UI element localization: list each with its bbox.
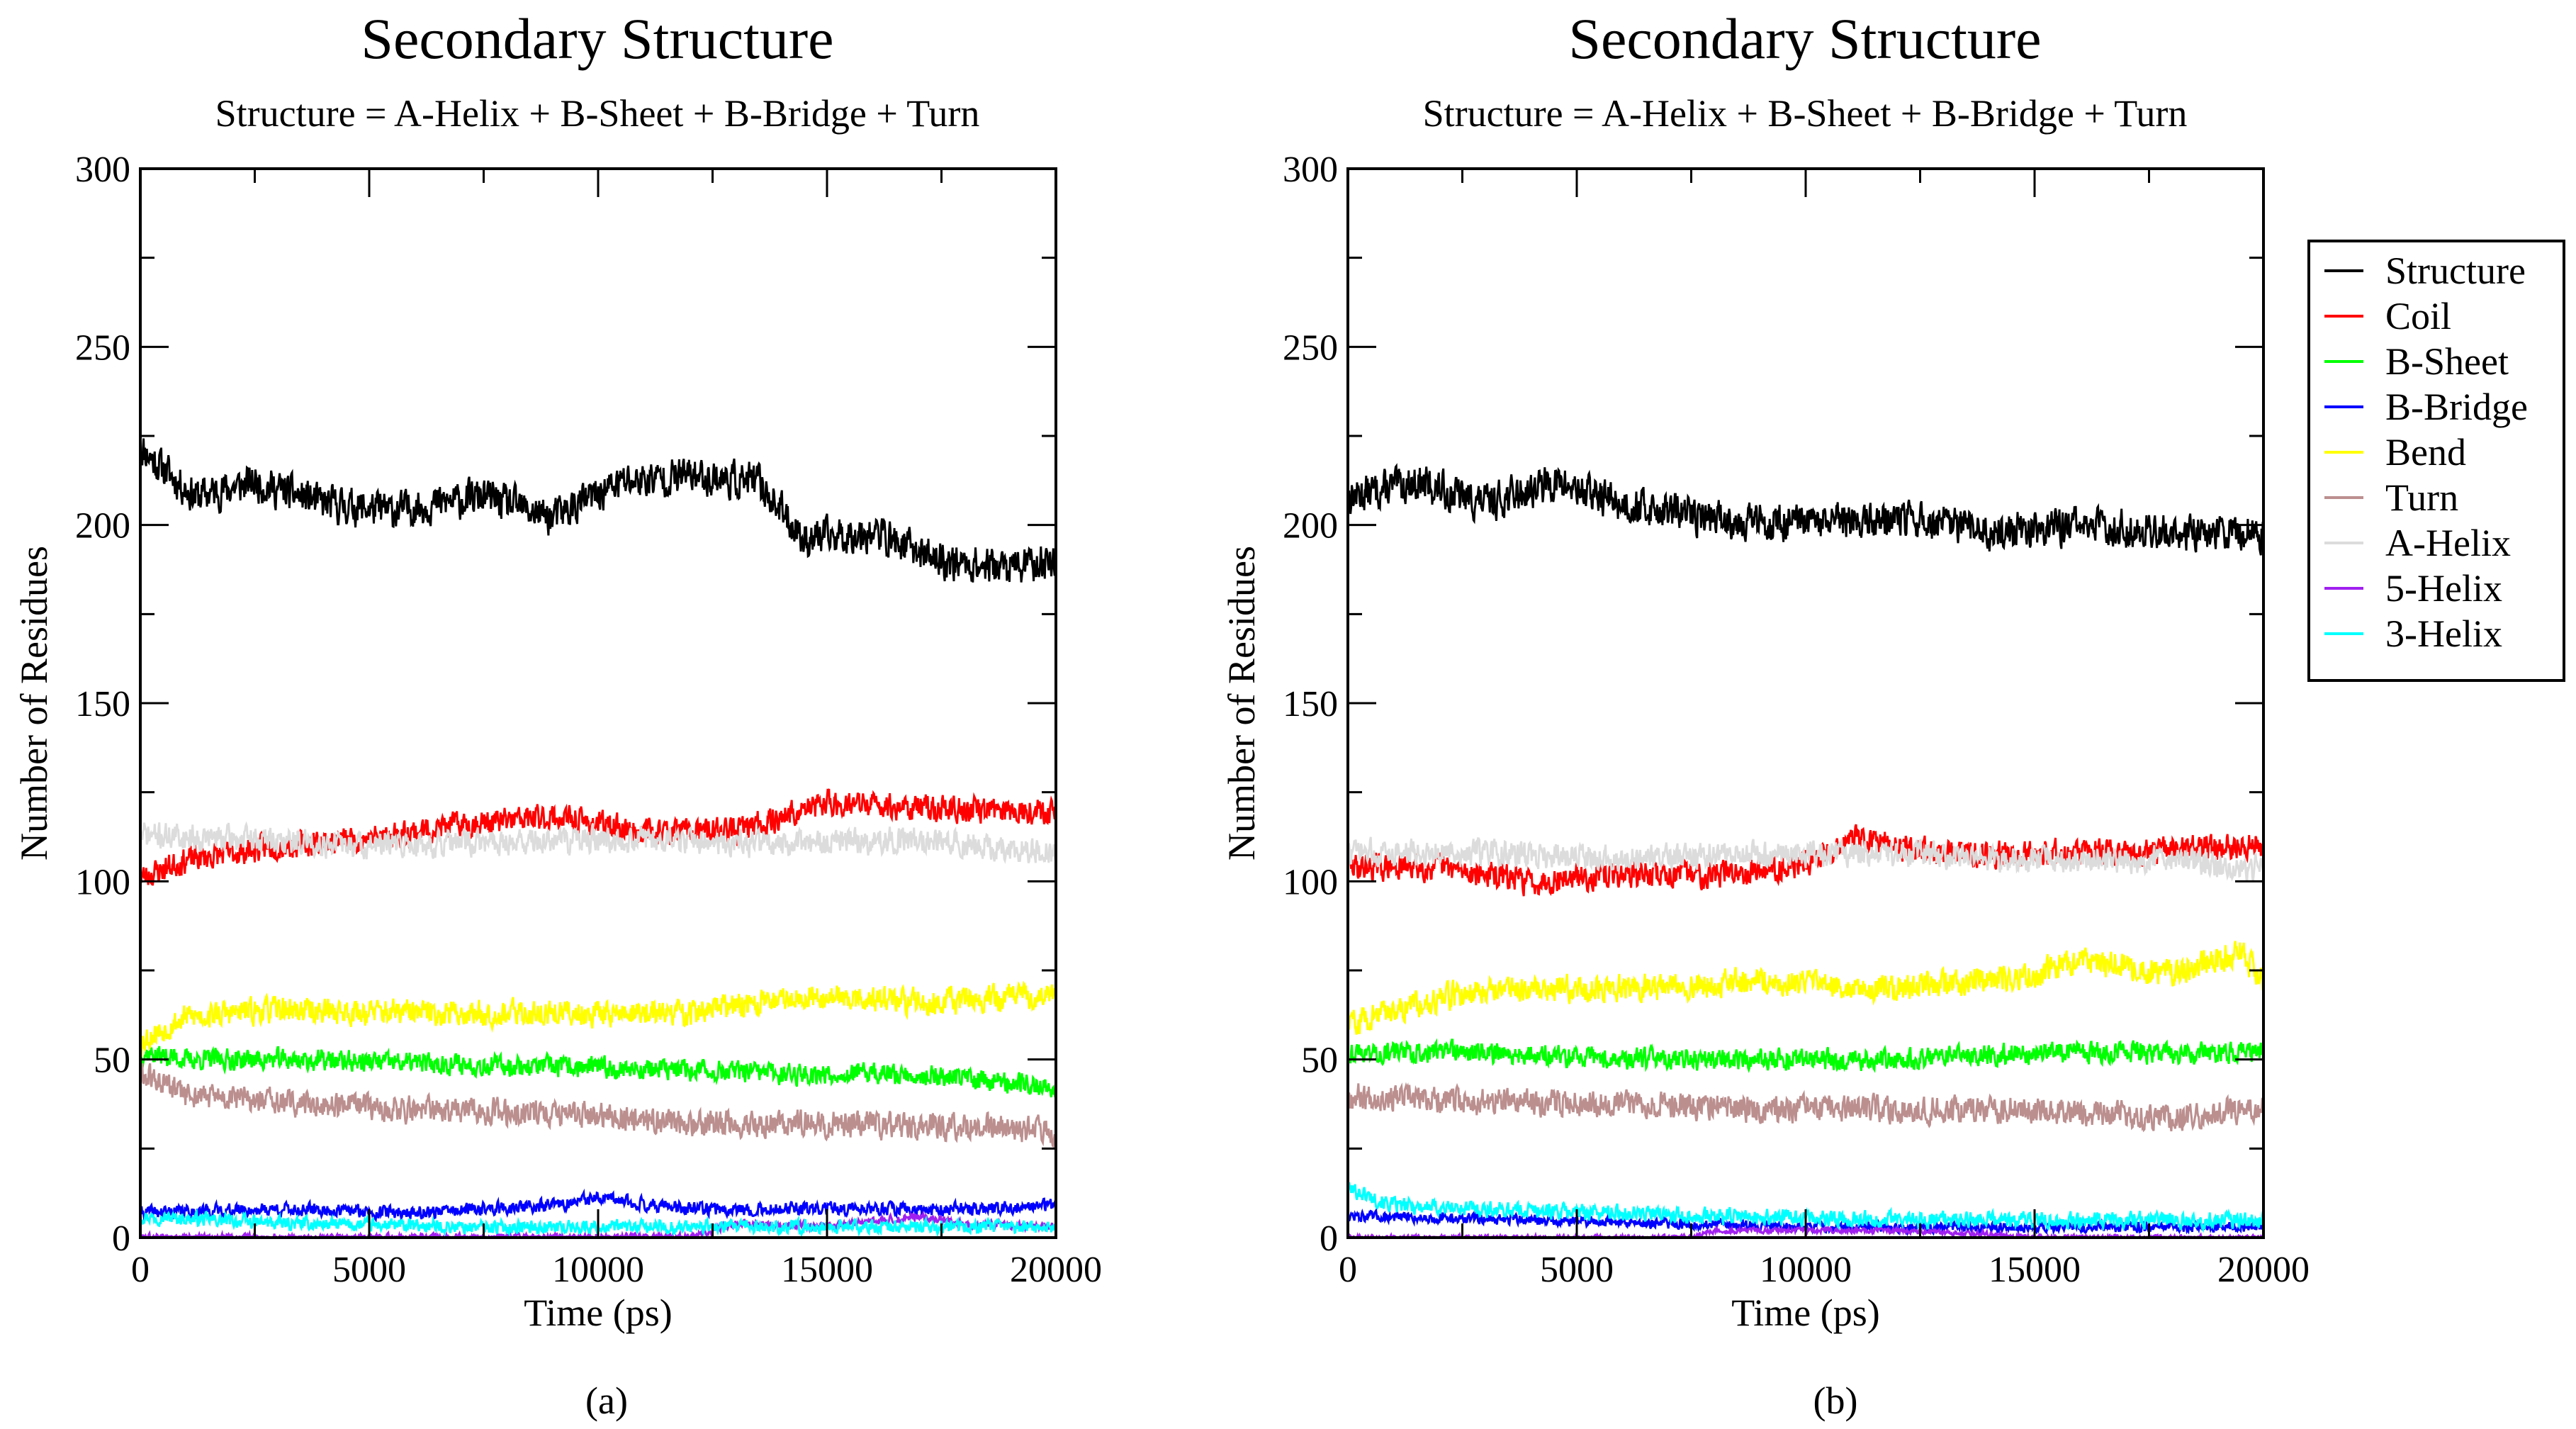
y-axis-label-a: Number of Residues — [13, 546, 55, 861]
legend-label-a-helix: A-Helix — [2385, 522, 2511, 564]
series-line-a-helix — [140, 821, 1056, 865]
legend-box — [2307, 240, 2565, 682]
series-line-b-sheet — [140, 1046, 1056, 1098]
series-line-coil — [1348, 824, 2263, 897]
series-line-turn — [140, 1063, 1056, 1148]
x-tick-label: 20000 — [1010, 1250, 1102, 1290]
y-tick-label: 250 — [75, 327, 130, 368]
ticks-group-a: 0 5000 10000 15000 20000 0 50 100 150 200 250 300 — [75, 150, 1102, 1290]
series-line-b-sheet — [1348, 1038, 2263, 1073]
ticks-group-b: 0 5000 10000 15000 20000 0 50 100 150 200 250 300 — [1283, 150, 2310, 1290]
chart-title-a: Secondary Structure — [361, 6, 833, 71]
chart-title-b: Secondary Structure — [1568, 6, 2041, 71]
panel-b: Secondary Structure Structure = A-Helix … — [1220, 6, 2565, 1422]
legend-label-turn: Turn — [2385, 476, 2458, 519]
x-tick-label: 15000 — [781, 1250, 873, 1290]
y-tick-label: 50 — [94, 1041, 130, 1081]
legend-entries: StructureCoilB-SheetB-BridgeBendTurnA-He… — [2324, 250, 2528, 655]
x-axis-label-b: Time (ps) — [1731, 1291, 1880, 1334]
x-tick-label: 10000 — [1760, 1250, 1852, 1290]
legend-label-b-bridge: B-Bridge — [2385, 386, 2528, 428]
panel-label-b: (b) — [1813, 1379, 1858, 1422]
series-group-a — [140, 438, 1056, 1238]
legend-label-b-sheet: B-Sheet — [2385, 340, 2509, 383]
chart-subtitle-a: Structure = A-Helix + B-Sheet + B-Bridge… — [215, 92, 980, 135]
legend: StructureCoilB-SheetB-BridgeBendTurnA-He… — [2307, 240, 2565, 682]
x-tick-label: 5000 — [1540, 1250, 1614, 1290]
series-line-turn — [1348, 1082, 2263, 1133]
y-tick-label: 0 — [112, 1218, 130, 1259]
y-tick-label: 50 — [1301, 1041, 1338, 1081]
series-line-a-helix — [1348, 836, 2263, 882]
series-line-structure — [1348, 463, 2263, 556]
legend-label-structure: Structure — [2385, 250, 2526, 292]
panel-a: Secondary Structure Structure = A-Helix … — [13, 6, 1102, 1422]
series-line-structure — [140, 438, 1056, 583]
legend-label-bend: Bend — [2385, 431, 2466, 473]
y-tick-label: 250 — [1283, 327, 1338, 368]
y-tick-label: 300 — [1283, 150, 1338, 190]
plot-frame-b — [1346, 167, 2265, 1239]
y-tick-label: 0 — [1320, 1218, 1338, 1259]
y-tick-label: 100 — [1283, 862, 1338, 902]
legend-label-5-helix: 5-Helix — [2385, 567, 2502, 610]
series-group-b — [1348, 463, 2263, 1238]
y-axis-label-b: Number of Residues — [1220, 546, 1263, 861]
y-tick-label: 150 — [75, 684, 130, 724]
legend-label-coil: Coil — [2385, 295, 2451, 337]
chart-subtitle-b: Structure = A-Helix + B-Sheet + B-Bridge… — [1423, 92, 2188, 135]
legend-label-3-helix: 3-Helix — [2385, 612, 2502, 655]
y-tick-label: 100 — [75, 862, 130, 902]
y-tick-label: 300 — [75, 150, 130, 190]
x-tick-label: 10000 — [552, 1250, 644, 1290]
y-tick-label: 200 — [1283, 506, 1338, 547]
y-tick-label: 150 — [1283, 684, 1338, 724]
x-tick-label: 15000 — [1989, 1250, 2081, 1290]
series-line-bend — [1348, 941, 2263, 1035]
x-tick-label: 5000 — [332, 1250, 406, 1290]
x-tick-label: 0 — [131, 1250, 150, 1290]
x-tick-label: 0 — [1339, 1250, 1357, 1290]
panel-label-a: (a) — [585, 1379, 628, 1422]
series-line-coil — [140, 788, 1056, 886]
series-line-bend — [140, 980, 1056, 1058]
series-line-b-bridge — [140, 1188, 1056, 1223]
x-tick-label: 20000 — [2217, 1250, 2310, 1290]
y-tick-label: 200 — [75, 506, 130, 547]
x-axis-label-a: Time (ps) — [524, 1291, 673, 1334]
